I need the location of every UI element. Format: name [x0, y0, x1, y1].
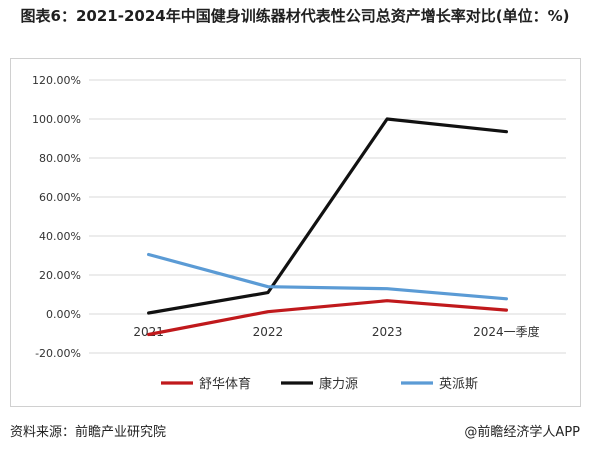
x-tick-label: 2022	[253, 325, 284, 339]
y-axis-ticks: -20.00% 0.00% 20.00% 40.00% 60.00% 80.00% 100.…	[32, 74, 81, 360]
legend-label: 舒华体育	[199, 376, 251, 392]
y-tick-label: 20.00%	[39, 269, 81, 282]
y-tick-label: 120.00%	[32, 74, 81, 87]
y-tick-label: 0.00%	[46, 308, 81, 321]
chart-title: 图表6：2021-2024年中国健身训练器材代表性公司总资产增长率对比(单位：%…	[20, 7, 570, 25]
series-line	[147, 117, 508, 315]
line-chart: -20.00% 0.00% 20.00% 40.00% 60.00% 80.00% 100.…	[32, 74, 566, 392]
x-axis-ticks: 2021 2022 2023 2024一季度	[133, 324, 539, 339]
chart-area: -20.00% 0.00% 20.00% 40.00% 60.00% 80.00% 100.…	[10, 58, 581, 407]
legend-label: 英派斯	[439, 377, 478, 392]
source-note: 资料来源：前瞻产业研究院	[10, 425, 167, 440]
x-tick-label: 2021	[133, 325, 164, 339]
x-tick-label: 2024一季度	[473, 324, 540, 339]
y-tick-label: 80.00%	[39, 152, 81, 165]
legend: 舒华体育 康力源 英派斯	[161, 376, 478, 392]
x-tick-label: 2023	[372, 325, 403, 339]
y-tick-label: 60.00%	[39, 191, 81, 204]
y-tick-label: 100.00%	[32, 113, 81, 126]
y-tick-label: 40.00%	[39, 230, 81, 243]
series-line	[147, 299, 508, 337]
legend-label: 康力源	[319, 376, 358, 392]
y-tick-label: -20.00%	[35, 347, 81, 360]
brand-credit: @前瞻经济学人APP	[464, 425, 580, 440]
gridlines	[89, 79, 566, 354]
series-line	[147, 252, 508, 301]
series-lines	[147, 117, 508, 337]
